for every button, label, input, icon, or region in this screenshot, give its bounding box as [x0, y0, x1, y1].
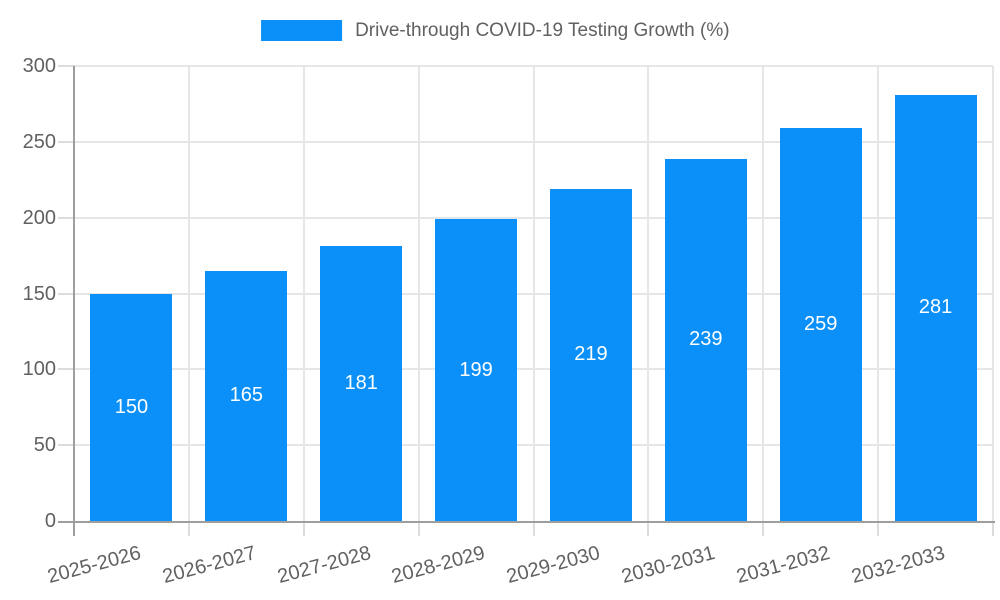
- x-gridline: [417, 66, 420, 521]
- bar[interactable]: 181: [320, 246, 403, 521]
- bar-value-label: 259: [804, 313, 838, 336]
- x-tick-label: 2030-2031: [619, 542, 718, 589]
- x-axis-line: [58, 521, 995, 523]
- y-tick-label: 250: [22, 130, 56, 153]
- x-gridline: [762, 66, 765, 521]
- x-tick-mark: [762, 523, 765, 536]
- x-tick-label: 2032-2033: [849, 542, 948, 589]
- bar[interactable]: 150: [90, 293, 173, 521]
- bar[interactable]: 199: [435, 219, 518, 521]
- x-gridline: [532, 66, 535, 521]
- bar-value-label: 165: [229, 384, 263, 407]
- y-tick-mark: [58, 444, 74, 447]
- x-gridline: [992, 66, 994, 521]
- x-gridline: [302, 66, 305, 521]
- x-tick-mark: [302, 523, 305, 536]
- y-tick-label: 150: [22, 282, 56, 305]
- bar[interactable]: 239: [664, 158, 747, 521]
- y-tick-label: 200: [22, 206, 56, 229]
- bar-value-label: 219: [574, 343, 608, 366]
- x-tick-mark: [532, 523, 535, 536]
- y-tick-mark: [58, 292, 74, 295]
- y-tick-mark: [58, 368, 74, 371]
- bar[interactable]: 281: [894, 94, 977, 521]
- x-tick-mark: [992, 523, 994, 536]
- bar[interactable]: 219: [549, 188, 632, 521]
- x-tick-mark: [647, 523, 650, 536]
- x-tick-mark: [187, 523, 190, 536]
- x-tick-label: 2029-2030: [504, 542, 603, 589]
- x-tick-label: 2025-2026: [45, 542, 144, 589]
- y-tick-label: 50: [33, 434, 56, 457]
- x-gridline: [187, 66, 190, 521]
- x-tick-label: 2028-2029: [389, 542, 488, 589]
- y-tick-label: 300: [22, 55, 56, 77]
- y-tick-label: 100: [22, 358, 56, 381]
- bar-value-label: 150: [114, 395, 149, 418]
- x-gridline: [877, 66, 880, 521]
- x-tick-label: 2026-2027: [159, 542, 259, 589]
- x-tick-label: 2027-2028: [274, 542, 373, 589]
- x-tick-label: 2031-2032: [734, 542, 833, 589]
- bar-value-label: 199: [459, 358, 493, 381]
- y-tick-mark: [58, 140, 74, 143]
- legend-swatch-icon: [261, 20, 343, 41]
- x-gridline: [647, 66, 650, 521]
- bar-value-label: 281: [918, 296, 953, 319]
- legend-label: Drive-through COVID-19 Testing Growth (%…: [355, 20, 730, 41]
- x-tick-mark: [417, 523, 420, 536]
- bar-value-label: 181: [344, 372, 378, 395]
- legend[interactable]: Drive-through COVID-19 Testing Growth (%…: [261, 20, 730, 41]
- bar-value-label: 239: [689, 328, 723, 351]
- y-tick-label: 0: [44, 510, 56, 532]
- y-tick-mark: [58, 216, 74, 219]
- bar[interactable]: 165: [205, 270, 288, 521]
- bar[interactable]: 259: [779, 128, 862, 521]
- y-axis-line: [73, 66, 75, 536]
- y-tick-mark: [58, 65, 74, 67]
- x-tick-mark: [877, 523, 880, 536]
